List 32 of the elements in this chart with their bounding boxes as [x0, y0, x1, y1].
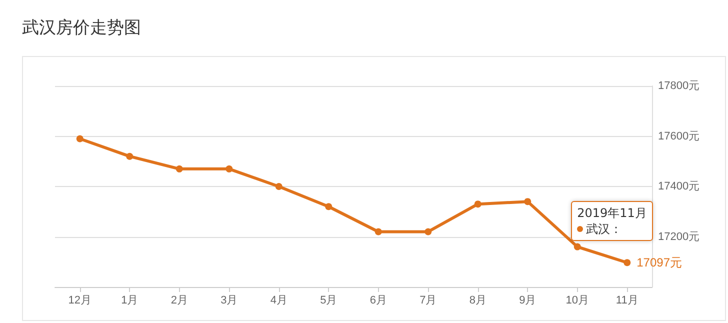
y-tick-label: 17800元	[658, 80, 700, 92]
x-tick-label: 7月	[420, 294, 437, 306]
point	[474, 200, 482, 208]
point	[374, 228, 382, 236]
point	[226, 165, 233, 172]
point	[424, 228, 432, 236]
point	[76, 135, 84, 142]
x-tick-label: 4月	[270, 294, 288, 306]
x-tick-label: 8月	[469, 294, 486, 306]
x-tick-label: 5月	[320, 294, 338, 306]
annotation: 2019年11月	[577, 204, 647, 221]
legend-label: 武汉：	[586, 222, 622, 236]
point	[275, 183, 282, 190]
x-tick-label: 2月	[170, 294, 188, 306]
x-tick-label: 6月	[370, 294, 387, 306]
y-tick-label: 17400元	[658, 180, 700, 192]
x-tick-label: 3月	[220, 294, 238, 306]
x-tick-label: 11月	[616, 294, 638, 306]
y-tick-label: 17600元	[658, 130, 700, 142]
x-tick-label: 10月	[566, 294, 589, 306]
point	[126, 152, 134, 160]
point	[574, 243, 581, 250]
chart-title: 武汉房价走势图	[22, 17, 141, 39]
y-tick-label: 17200元	[658, 230, 700, 243]
x-tick-label: 1月	[121, 294, 138, 306]
point	[176, 165, 183, 172]
point	[624, 259, 631, 266]
x-tick-label: 9月	[519, 294, 536, 306]
data-label: 17097元	[636, 256, 682, 270]
point	[325, 203, 332, 210]
x-tick-label: 12月	[68, 294, 92, 306]
point	[524, 198, 532, 206]
